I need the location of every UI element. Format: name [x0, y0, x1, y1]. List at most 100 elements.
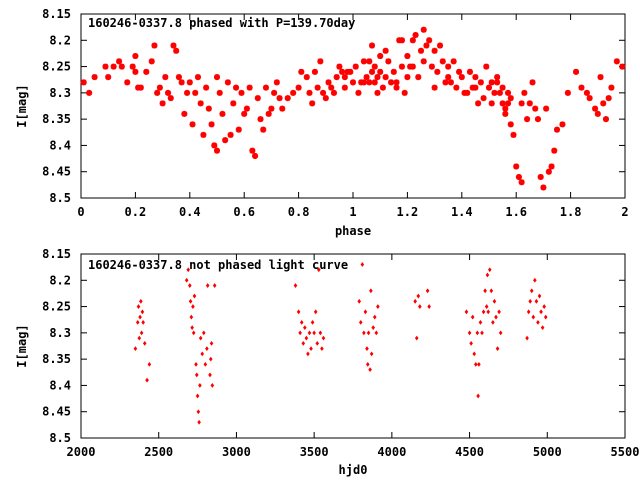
x-tick-label: 2000: [67, 445, 96, 459]
data-point: [494, 79, 501, 86]
data-point: [382, 74, 389, 81]
data-point: [613, 58, 620, 65]
data-point: [148, 58, 155, 65]
data-point: [379, 84, 386, 91]
data-point: [301, 340, 306, 346]
data-point: [139, 330, 144, 336]
y-tick-label: 8.15: [42, 7, 71, 21]
data-point: [469, 340, 473, 346]
data-point: [484, 304, 489, 309]
data-point: [241, 110, 248, 117]
y-tick-label: 8.4: [49, 138, 71, 152]
data-point: [191, 330, 196, 336]
data-point: [360, 262, 365, 267]
data-point: [309, 346, 313, 352]
data-point: [478, 319, 483, 325]
data-point: [173, 47, 180, 54]
data-point: [290, 89, 297, 96]
data-point: [467, 330, 472, 336]
data-point: [195, 393, 200, 399]
data-point: [188, 298, 193, 304]
data-point: [398, 37, 405, 44]
data-point: [138, 314, 142, 320]
data-point: [480, 330, 484, 336]
x-axis-label: hjd0: [339, 463, 368, 477]
data-point: [210, 383, 215, 388]
data-point: [363, 74, 370, 81]
data-point: [537, 293, 542, 299]
data-point: [477, 362, 481, 367]
data-point: [293, 283, 298, 288]
data-point: [189, 314, 194, 320]
data-point: [439, 58, 446, 65]
data-point: [393, 84, 400, 91]
data-point: [320, 346, 324, 352]
data-point: [184, 89, 191, 96]
data-point: [321, 335, 326, 341]
data-point: [257, 116, 264, 123]
y-axis-label: I[mag]: [15, 324, 29, 367]
x-axis-label: phase: [335, 224, 371, 238]
data-point: [191, 304, 195, 309]
x-tick-label: 2: [621, 205, 628, 219]
data-point: [208, 121, 215, 128]
data-point: [216, 89, 223, 96]
data-point: [502, 105, 509, 112]
data-point: [521, 89, 528, 96]
y-axis-label: I[mag]: [15, 84, 29, 127]
data-point: [198, 383, 202, 388]
data-point: [453, 84, 460, 91]
data-point: [456, 68, 463, 75]
data-point: [363, 309, 368, 315]
data-point: [518, 179, 525, 186]
data-point: [315, 340, 320, 346]
x-tick-label: 0: [77, 205, 84, 219]
data-point: [284, 95, 291, 102]
data-points: [80, 26, 626, 191]
data-point: [480, 95, 487, 102]
data-point: [362, 330, 366, 336]
data-point: [318, 330, 323, 336]
data-point: [355, 89, 362, 96]
data-point: [377, 53, 384, 60]
data-point: [208, 356, 213, 362]
data-point: [502, 110, 509, 117]
data-point: [203, 84, 210, 91]
data-point: [578, 84, 585, 91]
data-point: [369, 351, 374, 357]
data-point: [426, 37, 433, 44]
data-point: [476, 393, 480, 399]
data-point: [328, 84, 335, 91]
data-point: [313, 309, 318, 315]
data-point: [132, 68, 139, 75]
data-point: [382, 47, 389, 54]
data-point: [445, 63, 452, 70]
data-point: [105, 74, 112, 81]
data-point: [532, 105, 539, 112]
x-tick-label: 0.2: [125, 205, 147, 219]
data-point: [390, 68, 397, 75]
data-point: [214, 147, 220, 154]
data-point: [477, 79, 484, 86]
data-point: [586, 95, 593, 102]
y-tick-label: 8.2: [49, 273, 71, 287]
data-point: [442, 79, 449, 86]
data-point: [564, 89, 571, 96]
data-point: [188, 283, 192, 288]
x-tick-label: 4500: [455, 445, 484, 459]
data-point: [201, 330, 206, 336]
data-point: [401, 89, 408, 96]
data-point: [423, 42, 430, 49]
data-point: [368, 367, 372, 373]
data-point: [304, 335, 309, 341]
data-point: [178, 79, 185, 86]
data-point: [303, 74, 310, 81]
data-point: [333, 74, 340, 81]
data-point: [219, 110, 226, 117]
data-point: [211, 142, 218, 149]
data-point: [533, 277, 537, 283]
data-point: [409, 63, 416, 70]
data-point: [608, 84, 615, 91]
data-point: [317, 267, 321, 273]
data-point: [491, 89, 498, 96]
